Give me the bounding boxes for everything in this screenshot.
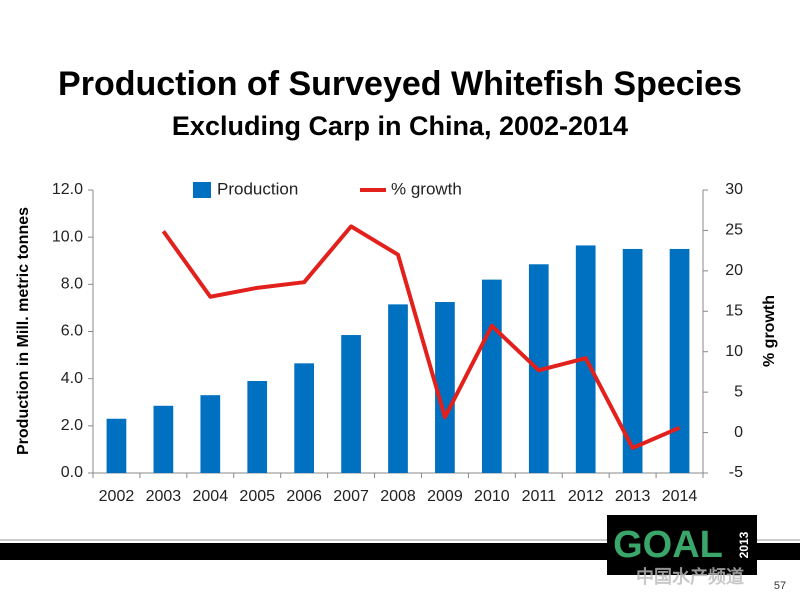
bar: [388, 304, 408, 473]
chart-subtitle: Excluding Carp in China, 2002-2014: [172, 111, 628, 141]
x-tick-label: 2011: [522, 488, 557, 505]
x-tick-label: 2010: [474, 488, 510, 505]
watermark: 中国水产频道: [636, 566, 744, 587]
y-axis-title: Production in Mill. metric tonnes: [15, 207, 32, 455]
y2-tick-label: 10: [725, 343, 743, 360]
footer-bar: [0, 543, 800, 560]
x-tick-label: 2004: [193, 488, 229, 505]
y-tick-label: 6.0: [61, 323, 83, 340]
y2-tick-label: 20: [725, 262, 743, 279]
y-tick-label: 12.0: [52, 181, 83, 198]
x-tick-label: 2008: [380, 488, 416, 505]
bar: [294, 363, 315, 473]
x-tick-label: 2002: [99, 488, 135, 505]
legend-swatch: [193, 182, 211, 198]
page-number: 57: [774, 580, 786, 592]
bar: [481, 279, 502, 473]
logo: GOAL: [613, 524, 723, 566]
y2-tick-label: 30: [725, 181, 743, 198]
y-tick-label: 4.0: [61, 370, 83, 387]
y-tick-label: 10.0: [52, 228, 83, 245]
y-tick-label: 2.0: [61, 417, 83, 434]
x-tick-label: 2009: [427, 488, 463, 505]
logo-year: 2013: [737, 531, 751, 558]
logo-box: [607, 515, 757, 575]
x-tick-label: 2012: [568, 488, 604, 505]
bar: [622, 248, 643, 473]
y2-tick-label: 25: [725, 222, 743, 239]
legend-label: Production: [217, 179, 298, 198]
y2-tick-label: 0: [734, 424, 743, 441]
bar: [341, 335, 361, 473]
y2-tick-label: 15: [725, 303, 743, 320]
bar: [247, 381, 268, 473]
bar: [153, 405, 174, 473]
growth-line: [161, 224, 681, 450]
x-tick-label: 2014: [662, 488, 698, 505]
x-tick-label: 2007: [333, 488, 369, 505]
x-tick-label: 2005: [239, 488, 275, 505]
y2-axis-title: % growth: [761, 295, 778, 367]
y-tick-label: 8.0: [61, 276, 83, 293]
bar: [200, 395, 221, 473]
bar: [669, 248, 690, 473]
x-tick-label: 2003: [146, 488, 182, 505]
x-tick-label: 2006: [286, 488, 322, 505]
y2-tick-label: -5: [729, 464, 743, 481]
chart-title: Production of Surveyed Whitefish Species: [58, 65, 742, 103]
y-tick-label: 0.0: [61, 464, 83, 481]
bar: [435, 302, 455, 473]
bar: [106, 418, 127, 473]
legend-label: % growth: [391, 179, 462, 198]
x-tick-label: 2013: [615, 488, 651, 505]
y2-tick-label: 5: [734, 383, 743, 400]
